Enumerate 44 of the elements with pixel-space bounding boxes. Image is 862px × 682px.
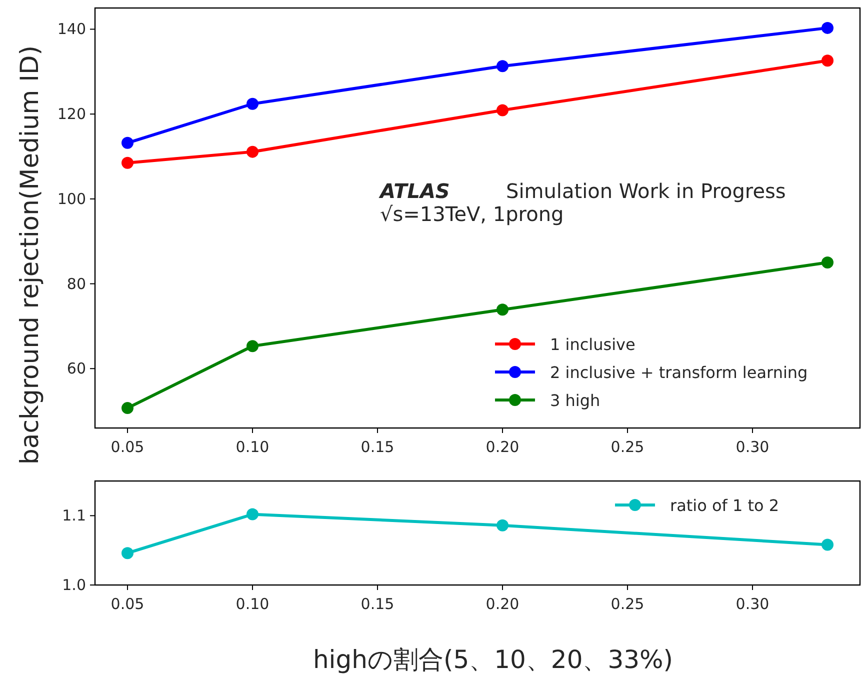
point xyxy=(822,538,834,551)
y-tick-label: 1.0 xyxy=(62,576,86,594)
point xyxy=(496,60,508,72)
point xyxy=(122,136,134,149)
x-tick-label: 0.30 xyxy=(736,438,770,456)
x-tick-label: 0.10 xyxy=(236,438,270,456)
y-tick-label: 120 xyxy=(57,105,86,124)
y-axis-title: background rejection(Medium ID) xyxy=(15,46,44,464)
point xyxy=(822,22,834,34)
legend-label: 1 inclusive xyxy=(550,335,636,354)
point xyxy=(246,146,258,158)
legend-label: 2 inclusive + transform learning xyxy=(550,363,808,382)
x-tick-label: 0.15 xyxy=(360,595,394,613)
y-tick-label: 140 xyxy=(57,20,86,38)
x-axis-title: highの割合(5、10、20、33%) xyxy=(312,645,674,674)
point xyxy=(246,98,258,110)
x-tick-label: 0.05 xyxy=(110,595,144,613)
annotation: Simulation Work in Progress xyxy=(506,179,786,203)
legend-label: 3 high xyxy=(550,391,600,410)
point xyxy=(246,340,258,352)
legend-label: ratio of 1 to 2 xyxy=(670,496,780,515)
point xyxy=(246,508,258,520)
x-tick-label: 0.20 xyxy=(486,438,520,456)
point xyxy=(496,304,508,316)
x-tick-label: 0.25 xyxy=(610,438,644,456)
point xyxy=(822,256,834,269)
x-tick-label: 0.15 xyxy=(360,438,394,456)
y-tick-label: 80 xyxy=(66,274,86,293)
y-tick-label: 1.1 xyxy=(62,506,86,525)
annotation: √s=13TeV, 1prong xyxy=(380,202,564,226)
annotation: ATLAS xyxy=(378,179,450,203)
point xyxy=(122,156,134,169)
x-tick-label: 0.05 xyxy=(110,438,144,456)
y-tick-label: 100 xyxy=(57,190,86,208)
x-tick-label: 0.10 xyxy=(236,595,270,613)
x-tick-label: 0.30 xyxy=(736,595,770,613)
point xyxy=(496,519,508,532)
point xyxy=(496,104,508,116)
point xyxy=(122,402,134,414)
y-tick-label: 60 xyxy=(66,360,86,378)
x-tick-label: 0.20 xyxy=(486,595,520,613)
point xyxy=(122,547,134,560)
point xyxy=(822,54,834,67)
x-tick-label: 0.25 xyxy=(610,595,644,613)
